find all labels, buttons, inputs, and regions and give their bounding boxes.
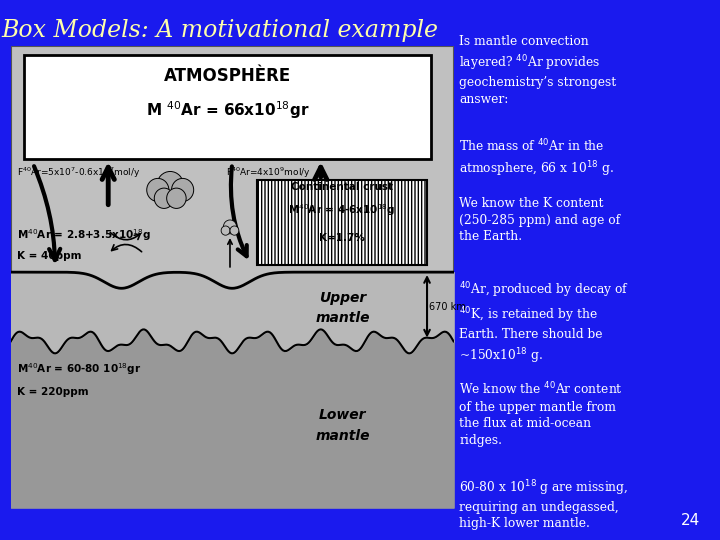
- Circle shape: [147, 178, 169, 201]
- Text: K = 40ppm: K = 40ppm: [17, 251, 82, 261]
- Text: K = 220ppm: K = 220ppm: [17, 387, 89, 397]
- Text: $^{40}$Ar, produced by decay of
$^{40}$K, is retained by the
Earth. There should: $^{40}$Ar, produced by decay of $^{40}$K…: [459, 281, 629, 366]
- Text: K=1.7%: K=1.7%: [319, 233, 364, 242]
- Text: 670 km: 670 km: [429, 302, 466, 312]
- Text: M$^{40}$Ar = 2.8+3.5x10$^{18}$g: M$^{40}$Ar = 2.8+3.5x10$^{18}$g: [17, 227, 151, 243]
- Text: Continental crust: Continental crust: [291, 182, 392, 192]
- Circle shape: [154, 188, 174, 208]
- Text: Is mantle convection
layered? $^{40}$Ar provides
geochemistry’s strongest
answer: Is mantle convection layered? $^{40}$Ar …: [459, 35, 616, 105]
- Text: Upper: Upper: [319, 291, 366, 305]
- Text: F$^{40}$Ar=4x10$^9$mol/y: F$^{40}$Ar=4x10$^9$mol/y: [225, 166, 310, 180]
- Text: We know the $^{40}$Ar content
of the upper mantle from
the flux at mid-ocean
rid: We know the $^{40}$Ar content of the upp…: [459, 381, 623, 447]
- Circle shape: [230, 226, 239, 235]
- Text: Lower: Lower: [319, 408, 366, 422]
- Text: M$^{40}$Ar = 60-80 10$^{18}$gr: M$^{40}$Ar = 60-80 10$^{18}$gr: [17, 361, 142, 377]
- Text: The mass of $^{40}$Ar in the
atmosphere, 66 x 10$^{18}$ g.: The mass of $^{40}$Ar in the atmosphere,…: [459, 138, 614, 179]
- Circle shape: [223, 220, 237, 234]
- Text: M$^{40}$Ar = 4-6x10$^{18}$g: M$^{40}$Ar = 4-6x10$^{18}$g: [288, 202, 395, 218]
- Text: ATMOSPHÈRE: ATMOSPHÈRE: [164, 67, 292, 85]
- Text: Box Models: A motivational example: Box Models: A motivational example: [1, 19, 438, 42]
- Circle shape: [221, 226, 230, 235]
- Text: We know the K content
(250-285 ppm) and age of
the Earth.: We know the K content (250-285 ppm) and …: [459, 197, 621, 243]
- Text: M $^{40}$Ar = 66x10$^{18}$gr: M $^{40}$Ar = 66x10$^{18}$gr: [146, 100, 310, 122]
- Text: F$^{40}$Ar=5x10$^7$-0.6x10$^7$mol/y: F$^{40}$Ar=5x10$^7$-0.6x10$^7$mol/y: [17, 166, 141, 180]
- Text: mantle: mantle: [315, 311, 370, 325]
- Circle shape: [166, 188, 186, 208]
- Text: mantle: mantle: [315, 429, 370, 443]
- Circle shape: [157, 172, 184, 199]
- Bar: [256, 180, 427, 265]
- Circle shape: [171, 178, 194, 201]
- Text: 24: 24: [680, 513, 700, 528]
- Text: 60-80 x 10$^{18}$ g are missing,
requiring an undegassed,
high-K lower mantle.: 60-80 x 10$^{18}$ g are missing, requiri…: [459, 478, 629, 530]
- Bar: [24, 55, 431, 159]
